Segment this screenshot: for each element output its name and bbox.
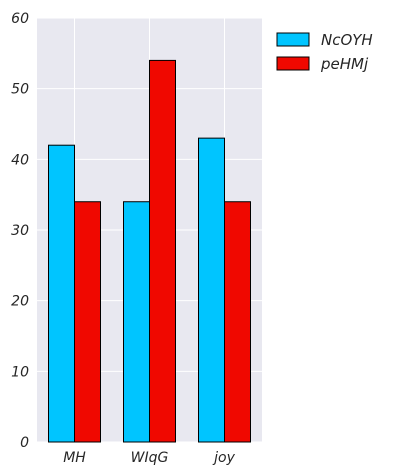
- bars-group: [48, 59, 251, 443]
- legend-label-peHMj: peHMj: [320, 55, 369, 73]
- bar-NcOYH-MH: [48, 144, 75, 443]
- legend-label-NcOYH: NcOYH: [321, 31, 373, 49]
- legend-swatch-peHMj: [276, 56, 310, 71]
- y-axis-ticks: 0 10 20 30 40 50 60: [11, 11, 29, 451]
- y-tick-label: 30: [11, 223, 29, 239]
- y-tick-label: 50: [11, 82, 29, 98]
- x-tick-label: MH: [63, 450, 86, 466]
- legend-swatch-NcOYH: [276, 32, 310, 47]
- y-tick-label: 10: [11, 364, 29, 380]
- y-tick-label: 40: [11, 152, 29, 168]
- x-tick-label: joy: [212, 450, 235, 466]
- x-axis-ticks: MH WIqG joy: [63, 450, 235, 466]
- bar-peHMj-MH: [74, 201, 101, 443]
- y-tick-label: 0: [20, 435, 29, 451]
- x-tick-label: WIqG: [131, 450, 169, 466]
- legend: NcOYH peHMj: [276, 31, 373, 73]
- bar-peHMj-WIqG: [149, 59, 176, 443]
- y-tick-label: 20: [11, 294, 29, 310]
- bar-NcOYH-joy: [198, 137, 225, 443]
- y-tick-label: 60: [11, 11, 29, 27]
- bar-NcOYH-WIqG: [123, 201, 150, 443]
- bar-peHMj-joy: [224, 201, 251, 443]
